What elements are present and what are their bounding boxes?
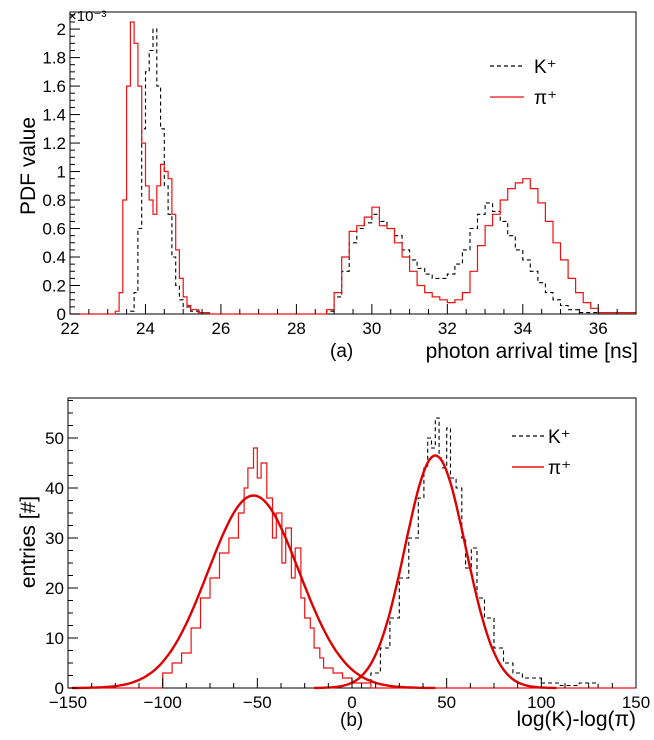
panel-a-chart: 22 24 26 28 30 32 34 36 0 0.2 0.4 0.6 0.8 1 1.2 1.4 1.6… [17, 8, 638, 363]
x-tick-label: −50 [243, 693, 272, 712]
y-tick-label: 1.4 [42, 106, 66, 125]
panel-b-chart: −150 −100 −50 0 50 100 150 0 10 20 30 40 50 entries… [17, 397, 650, 731]
y-tick-label: 0.2 [42, 277, 66, 296]
panel-b-x-axis-title: log(K)-log(π) [516, 708, 636, 731]
panel-a-y-exponent: ×10⁻³ [68, 8, 106, 25]
panel-b-series-pi-histogram [68, 447, 636, 689]
x-tick-label: 24 [136, 319, 155, 338]
x-tick-label: 0 [347, 693, 356, 712]
panel-b-y-ticks: 0 10 20 30 40 50 [45, 400, 78, 698]
y-tick-label: 10 [45, 629, 64, 648]
panel-a-label: (a) [330, 341, 353, 362]
x-tick-label: −150 [49, 693, 87, 712]
x-tick-label: 100 [527, 693, 555, 712]
panel-a-y-ticks: 0 0.2 0.4 0.6 0.8 1 1.2 1.4 1.6 1.8 2 [42, 14, 80, 324]
y-tick-label: 20 [45, 579, 64, 598]
x-tick-label: 28 [287, 319, 306, 338]
y-tick-label: 1.2 [42, 134, 66, 153]
panel-b-x-ticks: −150 −100 −50 0 50 100 150 [49, 678, 650, 712]
y-tick-label: 30 [45, 529, 64, 548]
y-tick-label: 50 [45, 429, 64, 448]
x-tick-label: 34 [513, 319, 532, 338]
panel-b-y-axis-title: entries [#] [17, 496, 40, 588]
x-tick-label: 22 [61, 319, 80, 338]
panel-b-legend-k-label: K⁺ [548, 427, 571, 448]
panel-a-legend-pi-label: π⁺ [534, 88, 557, 109]
y-tick-label: 1 [57, 163, 66, 182]
x-tick-label: 30 [362, 319, 381, 338]
panel-a-series-pi-histogram [70, 21, 637, 315]
y-tick-label: 0 [55, 679, 64, 698]
panel-a-series-k-histogram [70, 28, 636, 315]
y-tick-label: 40 [45, 479, 64, 498]
panel-a-x-ticks: 22 24 26 28 30 32 34 36 [61, 304, 637, 338]
y-tick-label: 0.6 [42, 220, 66, 239]
y-tick-label: 1.6 [42, 77, 66, 96]
panel-a-legend: K⁺ π⁺ [490, 57, 557, 109]
panel-a-y-axis-title: PDF value [17, 117, 40, 215]
x-tick-label: −100 [144, 693, 182, 712]
panel-b-gaussian-fit-2 [314, 454, 557, 690]
panel-b-legend: K⁺ π⁺ [512, 427, 571, 479]
panel-a-series-layer [70, 21, 637, 315]
x-tick-label: 26 [211, 319, 230, 338]
y-tick-label: 0 [57, 305, 66, 324]
x-tick-label: 150 [622, 693, 650, 712]
y-tick-label: 0.8 [42, 191, 66, 210]
panel-b-fit-layer [71, 454, 557, 690]
panel-b-legend-pi-label: π⁺ [548, 458, 571, 479]
x-tick-label: 50 [437, 693, 456, 712]
panel-b-series-layer [68, 417, 636, 689]
y-tick-label: 2 [57, 20, 66, 39]
y-tick-label: 0.4 [42, 248, 66, 267]
panel-b-gaussian-fit-1 [71, 494, 436, 690]
panel-a-legend-k-label: K⁺ [534, 57, 557, 78]
panel-b-label: (b) [340, 710, 363, 731]
x-tick-label: 32 [438, 319, 457, 338]
x-tick-label: 36 [589, 319, 608, 338]
y-tick-label: 1.8 [42, 49, 66, 68]
panel-b-series-k-histogram [68, 417, 636, 689]
panel-a-x-axis-title: photon arrival time [ns] [426, 340, 638, 363]
